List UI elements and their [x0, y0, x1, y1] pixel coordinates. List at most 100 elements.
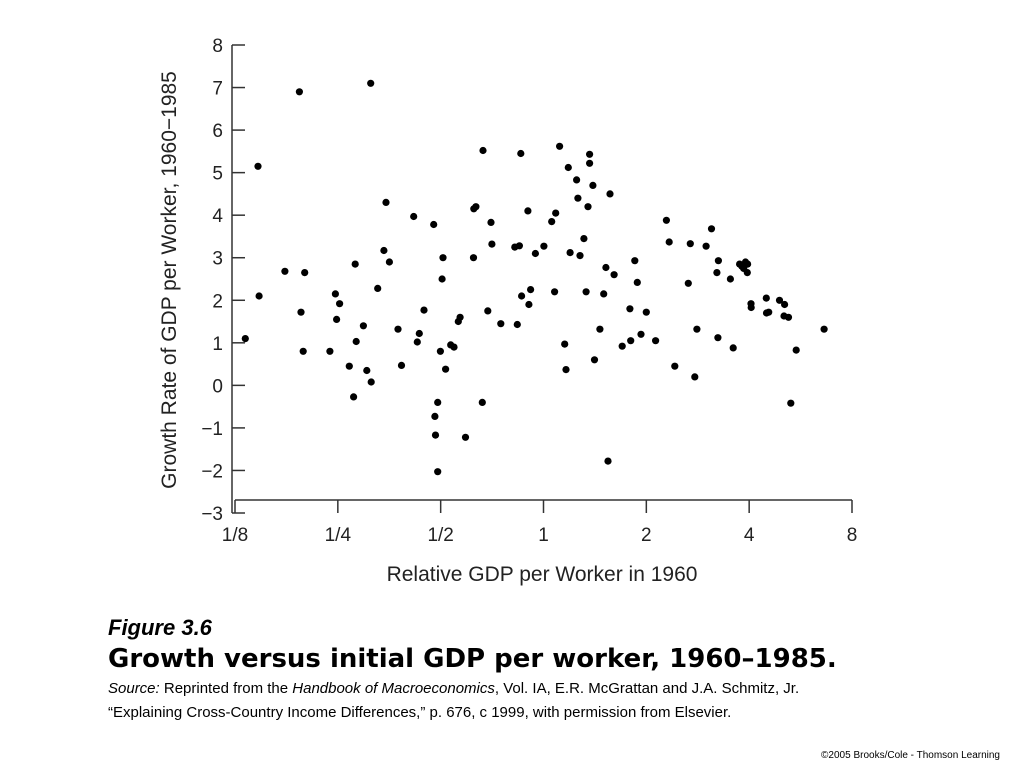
data-point — [515, 242, 524, 250]
data-point — [431, 412, 439, 420]
data-point — [436, 347, 444, 355]
data-point — [333, 315, 341, 323]
y-tick-label: −2 — [201, 461, 223, 482]
data-point — [702, 242, 710, 250]
data-point — [561, 340, 569, 348]
data-point — [586, 159, 594, 167]
data-point — [487, 218, 495, 226]
data-point — [726, 275, 735, 283]
data-point — [627, 337, 635, 345]
x-tick-label: 2 — [641, 525, 652, 546]
data-point — [241, 335, 249, 343]
data-point — [820, 325, 828, 333]
data-point — [665, 238, 673, 246]
data-point — [397, 361, 406, 369]
data-point — [596, 325, 604, 333]
data-point — [637, 330, 645, 338]
data-point — [562, 366, 570, 374]
data-points — [241, 79, 828, 476]
data-point — [792, 346, 800, 354]
data-point — [484, 307, 492, 315]
data-point — [713, 269, 721, 277]
data-point — [513, 320, 521, 329]
data-point — [556, 142, 564, 150]
y-tick-label: 5 — [212, 164, 223, 185]
source-label: Source: — [108, 680, 160, 697]
data-point — [295, 88, 303, 96]
data-point — [301, 269, 309, 277]
data-point — [363, 366, 371, 375]
data-point — [652, 337, 660, 345]
source-text-pre: Reprinted from the — [159, 680, 293, 697]
axes: 8 7 6 5 4 3 2 1 0 −1 −2 −31/8 1/4 1/2 1 2 4 8 — [201, 36, 857, 546]
data-point — [631, 257, 639, 265]
data-point — [573, 176, 581, 184]
data-point — [479, 146, 487, 155]
data-point — [297, 308, 305, 316]
y-tick-label: 1 — [212, 334, 223, 355]
data-point — [488, 240, 496, 248]
data-point — [626, 305, 634, 313]
data-point — [684, 279, 692, 287]
data-point — [729, 344, 737, 352]
y-tick-label: 3 — [212, 249, 223, 270]
data-point — [604, 457, 612, 465]
data-point — [744, 260, 752, 268]
data-point — [326, 347, 334, 355]
data-point — [618, 342, 626, 350]
data-point — [662, 216, 671, 224]
x-tick-label: 1/2 — [427, 525, 453, 546]
data-point — [576, 252, 584, 260]
data-point — [461, 433, 470, 441]
data-point — [434, 468, 442, 476]
data-point — [600, 290, 608, 298]
data-point — [686, 240, 694, 248]
data-point — [548, 218, 556, 226]
data-point — [380, 246, 388, 255]
x-tick-label: 1/8 — [222, 525, 248, 546]
x-tick-label: 1/4 — [325, 525, 352, 546]
data-point — [580, 235, 588, 243]
data-point — [367, 79, 375, 87]
x-tick-label: 8 — [847, 525, 858, 546]
data-point — [420, 306, 428, 314]
data-point — [787, 399, 795, 407]
data-point — [590, 356, 599, 364]
data-point — [351, 260, 359, 268]
data-point — [589, 181, 597, 189]
source-line-1: Source: Reprinted from the Handbook of M… — [108, 678, 988, 700]
data-point — [352, 337, 360, 346]
data-point — [781, 300, 789, 309]
data-point — [566, 249, 574, 257]
data-point — [385, 258, 393, 266]
data-point — [762, 294, 770, 302]
data-point — [472, 203, 480, 211]
data-point — [382, 198, 390, 206]
data-point — [345, 362, 353, 370]
data-point — [415, 329, 423, 338]
data-point — [540, 242, 548, 250]
figure-title: Growth versus initial GDP per worker, 19… — [108, 644, 837, 674]
figure-number: Figure 3.6 — [108, 615, 212, 640]
data-point — [442, 365, 450, 373]
data-point — [584, 203, 592, 211]
data-point — [765, 308, 773, 316]
data-point — [707, 225, 716, 233]
data-point — [439, 254, 447, 262]
data-point — [517, 149, 525, 158]
data-point — [714, 334, 722, 342]
source-text-post: , Vol. IA, E.R. McGrattan and J.A. Schmi… — [494, 680, 800, 697]
y-tick-label: 6 — [212, 121, 223, 142]
y-axis-title: Growth Rate of GDP per Worker, 1960−1985 — [158, 71, 181, 489]
data-point — [743, 269, 751, 277]
data-point — [602, 263, 610, 272]
y-tick-label: −3 — [201, 504, 223, 525]
data-point — [469, 254, 478, 262]
data-point — [693, 325, 701, 333]
copyright-notice: ©2005 Brooks/Cole - Thomson Learning — [821, 750, 1000, 761]
data-point — [552, 209, 560, 217]
data-point — [606, 190, 614, 198]
source-line-2: “Explaining Cross-Country Income Differe… — [108, 704, 732, 721]
data-point — [747, 303, 755, 312]
data-point — [331, 290, 339, 298]
